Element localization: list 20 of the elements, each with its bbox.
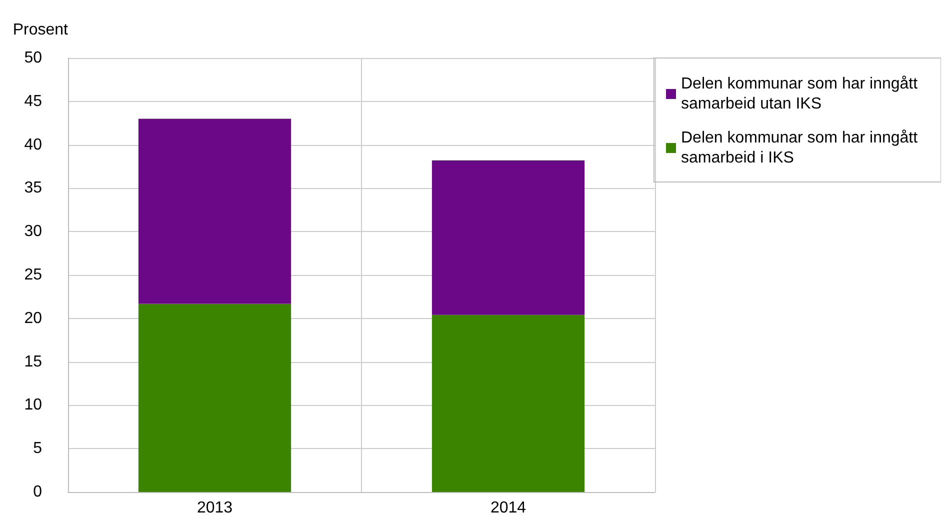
y-tick-label: 40 (24, 136, 42, 154)
legend-label: Delen kommunar som har inngått samarbeid i IKS (681, 130, 922, 166)
y-tick-label: 30 (24, 223, 42, 240)
y-tick-label: 5 (33, 440, 42, 458)
y-tick-label: 25 (24, 266, 42, 284)
bar (432, 160, 585, 315)
bar (138, 304, 292, 492)
bar (432, 314, 585, 492)
bar (138, 118, 292, 304)
legend-label: Delen kommunar som har inngått samarbeid utan IKS (681, 76, 922, 112)
y-tick-label: 35 (24, 180, 42, 197)
y-tick-label: 0 (33, 484, 42, 500)
y-axis-title: Prosent (12, 22, 69, 38)
y-tick-label: 50 (24, 50, 42, 66)
x-tick-label: 2014 (490, 500, 526, 516)
y-tick-label: 20 (24, 310, 42, 327)
x-tick-label: 2013 (196, 500, 233, 516)
y-tick-label: 45 (24, 92, 42, 110)
y-tick-label: 15 (24, 353, 42, 370)
y-tick-label: 10 (24, 396, 42, 414)
